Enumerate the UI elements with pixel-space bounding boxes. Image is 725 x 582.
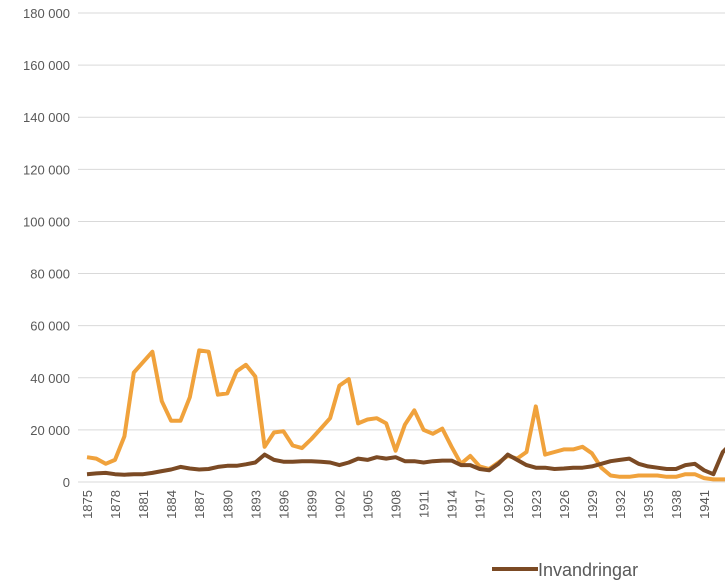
x-tick-label: 1893 [248, 490, 263, 519]
y-tick-label: 60 000 [30, 319, 70, 334]
x-tick-label: 1884 [164, 490, 179, 519]
y-tick-label: 120 000 [23, 162, 70, 177]
series-line [86, 348, 725, 482]
y-tick-label: 140 000 [23, 110, 70, 125]
y-tick-label: 80 000 [30, 267, 70, 282]
x-tick-label: 1926 [557, 490, 572, 519]
x-tick-label: 1917 [473, 490, 488, 519]
x-tick-label: 1929 [585, 490, 600, 519]
y-tick-label: 160 000 [23, 58, 70, 73]
legend-label: Invandringar [538, 560, 638, 580]
y-tick-label: 180 000 [23, 6, 70, 21]
x-tick-label: 1881 [136, 490, 151, 519]
x-tick-label: 1905 [361, 490, 376, 519]
x-tick-label: 1914 [445, 490, 460, 519]
x-tick-label: 1935 [641, 490, 656, 519]
x-tick-label: 1932 [613, 490, 628, 519]
x-tick-label: 1923 [529, 490, 544, 519]
y-tick-label: 40 000 [30, 371, 70, 386]
x-tick-label: 1908 [389, 490, 404, 519]
x-tick-label: 1902 [332, 490, 347, 519]
series-line [86, 447, 725, 477]
x-tick-label: 1890 [220, 490, 235, 519]
x-tick-label: 1875 [80, 490, 95, 519]
x-tick-label: 1920 [501, 490, 516, 519]
x-tick-label: 1941 [697, 490, 712, 519]
y-tick-label: 0 [63, 475, 70, 490]
y-tick-label: 100 000 [23, 214, 70, 229]
x-tick-label: 1899 [304, 490, 319, 519]
x-tick-label: 1911 [417, 490, 432, 518]
x-tick-label: 1887 [192, 490, 207, 519]
x-tick-label: 1896 [276, 490, 291, 519]
x-tick-label: 1938 [669, 490, 684, 519]
x-tick-label: 1878 [108, 490, 123, 519]
y-tick-label: 20 000 [30, 423, 70, 438]
